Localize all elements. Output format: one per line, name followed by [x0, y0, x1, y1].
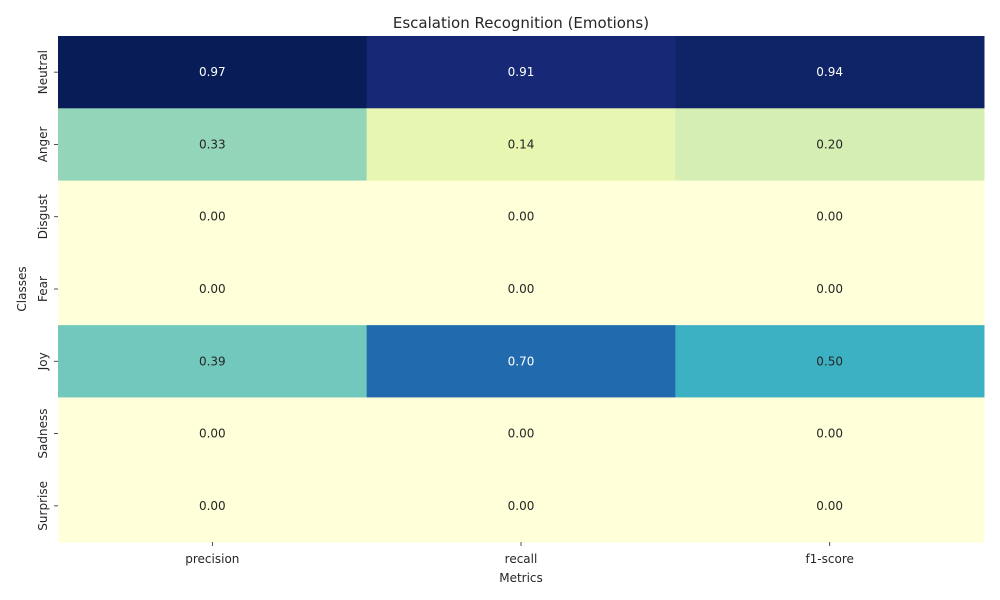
x-axis-label: Metrics: [499, 571, 543, 585]
heatmap-cell-joy-recall: [366, 325, 676, 398]
heatmap-cell-neutral-f1-score: [675, 36, 985, 109]
y-tick-label: Joy: [36, 352, 50, 371]
chart-title: Escalation Recognition (Emotions): [393, 14, 649, 32]
heatmap-cell-fear-f1-score: [675, 252, 985, 326]
heatmap-cell-value: 0.50: [816, 354, 843, 368]
heatmap-cell-value: 0.20: [816, 137, 843, 151]
y-tick-label: Disgust: [36, 194, 50, 239]
heatmap-cell-value: 0.00: [199, 427, 226, 441]
heatmap-cell-value: 0.70: [508, 354, 535, 368]
y-tick-label: Fear: [36, 276, 50, 302]
heatmap-cell-joy-f1-score: [675, 325, 985, 398]
y-tick-label: Neutral: [36, 50, 50, 94]
heatmap-cell-value: 0.00: [816, 210, 843, 224]
y-tick-label: Surprise: [36, 481, 50, 531]
heatmap-cell-surprise-f1-score: [675, 469, 985, 543]
heatmap-cell-value: 0.00: [508, 427, 535, 441]
heatmap-cell-neutral-precision: [58, 36, 368, 109]
heatmap-cell-value: 0.33: [199, 137, 226, 151]
y-axis-ticks: Neutral Anger Disgust Fear Joy Sadness Surpris…: [36, 50, 58, 531]
heatmap-cell-value: 0.00: [508, 282, 535, 296]
heatmap-cell-anger-recall: [366, 108, 676, 182]
heatmap-cell-value: 0.00: [816, 282, 843, 296]
heatmap-cell-value: 0.14: [508, 137, 535, 151]
heatmap-cell-value: 0.94: [816, 65, 843, 79]
y-tick-label: Anger: [36, 126, 50, 162]
x-tick-label: recall: [505, 552, 538, 566]
heatmap-cell-anger-precision: [58, 108, 368, 182]
heatmap-cell-value: 0.00: [508, 499, 535, 513]
x-axis-ticks: precision recall f1-score: [185, 542, 854, 566]
heatmap-cell-sadness-precision: [58, 397, 368, 471]
heatmap-cell-value: 0.00: [816, 427, 843, 441]
heatmap-cell-value: 0.00: [199, 210, 226, 224]
heatmap-cell-labels: 0.97 0.91 0.94 0.33 0.14 0.20 0.00 0.00 0.00 0.00…: [199, 65, 843, 513]
heatmap-cell-disgust-precision: [58, 180, 368, 254]
heatmap-cell-sadness-f1-score: [675, 397, 985, 471]
heatmap-cell-value: 0.91: [508, 65, 535, 79]
y-axis-label: Classes: [15, 266, 29, 311]
heatmap-cell-value: 0.00: [199, 282, 226, 296]
heatmap-cell-value: 0.00: [199, 499, 226, 513]
heatmap-cell-value: 0.97: [199, 65, 226, 79]
heatmap-cell-fear-precision: [58, 252, 368, 326]
x-tick-label: f1-score: [805, 552, 853, 566]
heatmap-cell-sadness-recall: [366, 397, 676, 471]
heatmap-cell-fear-recall: [366, 252, 676, 326]
heatmap-cell-disgust-recall: [366, 180, 676, 254]
heatmap-cell-neutral-recall: [366, 36, 676, 109]
x-tick-label: precision: [185, 552, 239, 566]
heatmap-cell-surprise-recall: [366, 469, 676, 543]
y-tick-label: Sadness: [36, 409, 50, 459]
heatmap-cell-anger-f1-score: [675, 108, 985, 182]
heatmap-cell-value: 0.39: [199, 354, 226, 368]
heatmap-cell-surprise-precision: [58, 469, 368, 543]
heatmap-cell-value: 0.00: [508, 210, 535, 224]
heatmap-cell-value: 0.00: [816, 499, 843, 513]
heatmap-cell-disgust-f1-score: [675, 180, 985, 254]
heatmap-cells: [58, 36, 985, 543]
heatmap-cell-joy-precision: [58, 325, 368, 398]
